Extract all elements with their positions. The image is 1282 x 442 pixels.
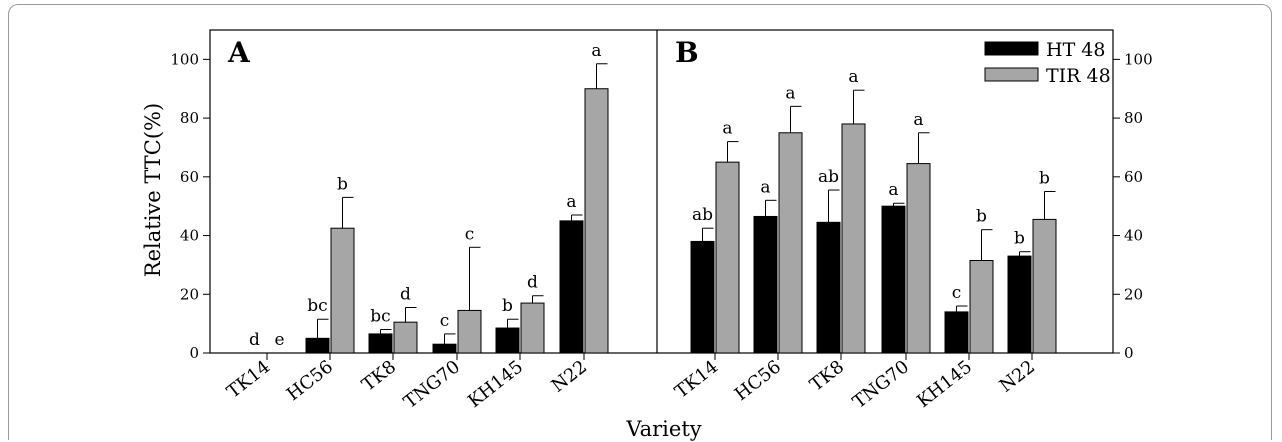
legend-label: TIR 48 — [1046, 65, 1111, 87]
bar — [778, 132, 803, 354]
bar — [305, 337, 330, 354]
significance-letter: b — [1039, 169, 1050, 189]
significance-letter: a — [566, 192, 576, 212]
bar — [881, 205, 906, 354]
y-axis-label: Relative TTC(%) — [141, 103, 165, 277]
x-tick-label: HC56 — [283, 356, 337, 405]
bar — [393, 321, 418, 354]
bar — [495, 327, 520, 354]
x-tick-label: KH145 — [464, 356, 527, 412]
significance-letter: ab — [692, 205, 713, 225]
bar — [944, 311, 969, 354]
bar — [816, 221, 841, 354]
significance-letter: c — [465, 224, 475, 244]
plot-frame — [209, 29, 1114, 354]
significance-letter: c — [952, 283, 962, 303]
bar — [457, 309, 482, 354]
significance-letter: d — [527, 273, 538, 293]
x-tick-label: TNG70 — [849, 356, 913, 413]
bar — [753, 215, 778, 354]
x-tick-label: TK8 — [358, 356, 400, 395]
y-tick-label-right: 80 — [1124, 109, 1143, 127]
y-tick-label-right: 20 — [1124, 285, 1143, 303]
y-tick-label-left: 20 — [180, 285, 199, 303]
y-tick-label-right: 0 — [1124, 344, 1134, 362]
y-tick-label-left: 100 — [170, 50, 199, 68]
significance-letter: b — [976, 207, 987, 227]
legend-label: HT 48 — [1046, 39, 1105, 61]
x-tick-label: N22 — [548, 356, 591, 396]
significance-letter: bc — [307, 296, 327, 316]
significance-letter: d — [249, 330, 260, 350]
x-tick-label: TNG70 — [400, 356, 464, 413]
figure-frame — [8, 4, 1272, 440]
x-tick-label: TK8 — [806, 356, 848, 395]
x-tick-label: N22 — [996, 356, 1039, 396]
bar — [715, 161, 740, 354]
significance-letter: b — [337, 174, 348, 194]
bar — [368, 333, 393, 354]
bar — [969, 260, 994, 354]
y-tick-label-right: 100 — [1124, 50, 1153, 68]
bar — [432, 343, 457, 354]
significance-letter: a — [888, 180, 898, 200]
y-tick-label-right: 60 — [1124, 168, 1143, 186]
significance-letter: a — [591, 41, 601, 61]
bar — [1032, 218, 1057, 354]
significance-letter: a — [848, 67, 858, 87]
significance-letter: ab — [818, 167, 839, 187]
significance-letter: a — [722, 119, 732, 139]
significance-letter: a — [785, 83, 795, 103]
x-tick-label: KH145 — [913, 356, 976, 412]
significance-letter: e — [274, 330, 284, 350]
y-tick-label-right: 40 — [1124, 227, 1143, 245]
legend-swatch — [984, 41, 1039, 56]
panel-label-a: A — [227, 36, 251, 69]
y-tick-label-left: 0 — [189, 344, 199, 362]
bar — [520, 302, 545, 354]
bar — [690, 240, 715, 354]
significance-letter: c — [440, 311, 450, 331]
x-axis-label: Variety — [625, 417, 701, 441]
bar — [584, 88, 609, 354]
y-tick-label-left: 40 — [180, 227, 199, 245]
x-tick-label: HC56 — [731, 356, 785, 405]
significance-letter: a — [913, 110, 923, 130]
bar — [841, 123, 866, 354]
y-tick-label-left: 80 — [180, 109, 199, 127]
y-tick-label-left: 60 — [180, 168, 199, 186]
bar — [330, 227, 355, 354]
bar — [906, 163, 931, 354]
significance-letter: bc — [370, 307, 390, 327]
significance-letter: b — [502, 296, 513, 316]
panel-label-b: B — [675, 36, 699, 69]
significance-letter: a — [760, 177, 770, 197]
x-tick-label: TK14 — [671, 356, 722, 402]
x-tick-label: TK14 — [223, 356, 274, 402]
bar — [559, 220, 584, 354]
significance-letter: d — [400, 284, 411, 304]
legend-swatch — [984, 67, 1039, 82]
bar — [1007, 255, 1032, 354]
significance-letter: b — [1014, 229, 1025, 249]
